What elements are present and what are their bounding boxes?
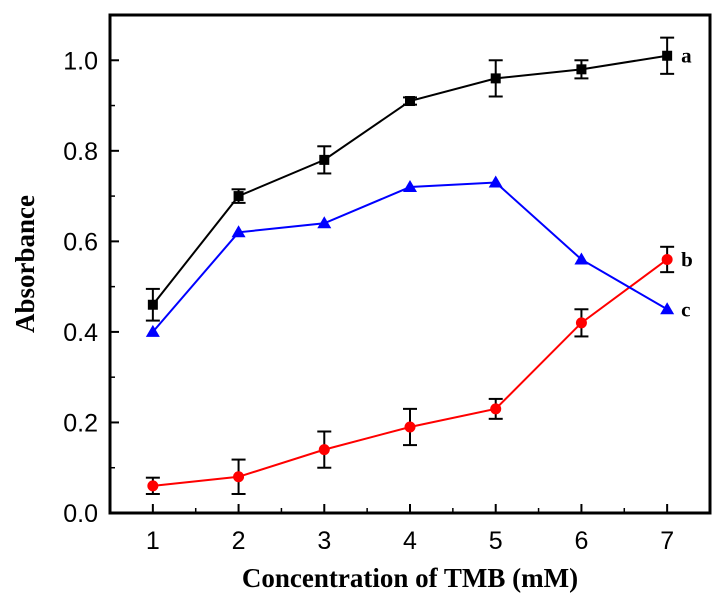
data-point — [662, 50, 673, 61]
data-point — [318, 444, 330, 456]
x-axis: 1 2 3 4 5 6 7 — [146, 504, 674, 555]
y-tick-label-0.0: 0.0 — [63, 500, 98, 528]
x-axis-title: Concentration of TMB (mM) — [242, 563, 578, 593]
data-point — [403, 180, 417, 193]
series-layer: a b c — [145, 36, 693, 495]
data-point — [490, 403, 502, 415]
data-point — [574, 252, 589, 265]
data-point — [147, 480, 159, 492]
data-point — [233, 471, 245, 483]
x-tick-label-7: 7 — [660, 527, 674, 555]
y-tick-label-0.2: 0.2 — [63, 409, 98, 437]
x-tick-label-1: 1 — [146, 527, 160, 555]
data-point — [661, 253, 673, 265]
data-point — [231, 225, 246, 238]
data-point — [575, 317, 587, 329]
data-point — [317, 216, 332, 229]
data-point — [147, 299, 158, 310]
data-point — [488, 175, 503, 188]
series-label-a: a — [681, 44, 692, 68]
x-tick-label-3: 3 — [317, 527, 331, 555]
series-c: c — [145, 175, 690, 337]
y-axis-title: Absorbance — [10, 195, 40, 333]
x-tick-label-5: 5 — [489, 527, 503, 555]
data-point — [405, 96, 415, 107]
y-tick-label-0.8: 0.8 — [63, 138, 98, 166]
x-tick-label-4: 4 — [403, 527, 417, 555]
data-point — [319, 154, 330, 165]
series-label-b: b — [681, 247, 693, 271]
data-point — [145, 324, 160, 337]
series-a: a — [145, 36, 692, 322]
y-tick-label-0.4: 0.4 — [63, 319, 98, 347]
y-tick-label-1.0: 1.0 — [63, 47, 98, 75]
series-b: b — [145, 245, 693, 495]
data-point — [233, 191, 244, 202]
y-axis: 0.0 0.2 0.4 0.6 0.8 1.0 — [63, 14, 119, 528]
x-tick-label-2: 2 — [232, 527, 246, 555]
data-point — [404, 421, 416, 433]
data-point — [490, 73, 501, 84]
y-tick-label-0.6: 0.6 — [63, 228, 98, 256]
x-tick-label-6: 6 — [574, 527, 588, 555]
series-label-c: c — [681, 297, 690, 321]
data-point — [660, 302, 675, 315]
data-point — [576, 64, 587, 75]
